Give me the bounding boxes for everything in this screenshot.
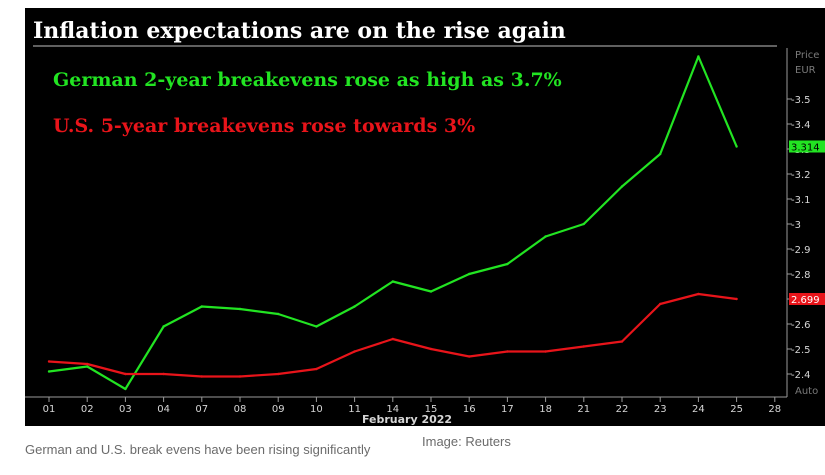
y-tick-label: -2.5 <box>791 345 811 356</box>
y-tick-label: -3.5 <box>791 95 811 106</box>
us-data-point <box>315 367 318 371</box>
x-tick-label: 03 <box>119 404 132 415</box>
chart-panel: Inflation expectations are on the rise a… <box>25 8 825 426</box>
series-layer <box>47 55 738 391</box>
chart-background <box>25 8 825 426</box>
german-data-point <box>124 387 127 391</box>
us-data-point <box>697 292 700 296</box>
german-data-point <box>86 365 89 368</box>
german-data-point <box>659 152 662 156</box>
y-tick-label: -2.6 <box>791 320 811 331</box>
last-value-labels: 3.314 2.699 <box>789 140 825 306</box>
us-data-point <box>659 302 662 306</box>
x-tick-label: 08 <box>234 404 247 415</box>
x-tick-label: 14 <box>386 404 399 415</box>
x-tick-label: 25 <box>730 404 743 415</box>
us-data-point <box>86 362 89 366</box>
us-last-value-box <box>789 293 825 305</box>
german-data-point <box>620 185 624 188</box>
x-tick-label: 07 <box>195 404 208 415</box>
x-tick-label: 16 <box>463 404 476 415</box>
german-annotation: German 2-year breakevens rose as high as… <box>53 69 562 91</box>
x-tick-label: 21 <box>577 404 590 415</box>
x-tick-label: 17 <box>501 404 514 415</box>
us-data-point <box>47 360 51 363</box>
us-last-value-label: 2.699 <box>791 295 820 306</box>
y-axis-price-label: Price <box>795 50 819 61</box>
german-data-point <box>391 280 394 283</box>
us-data-point <box>544 350 547 353</box>
german-data-point <box>47 370 51 373</box>
figure-caption: German and U.S. break evens have been ri… <box>25 442 371 457</box>
german-data-point <box>353 305 356 308</box>
x-tick-label: 28 <box>768 404 781 415</box>
us-data-point <box>620 340 624 343</box>
x-axis-title: February 2022 <box>362 413 452 426</box>
us-data-point <box>200 375 203 378</box>
x-tick-label: 18 <box>539 404 552 415</box>
x-tick-label: 11 <box>348 404 361 415</box>
x-tick-label: 10 <box>310 404 323 415</box>
y-axis-unit-label: EUR <box>795 65 816 76</box>
german-data-point <box>277 312 280 316</box>
y-tick-label: -3.4 <box>791 120 811 131</box>
x-tick-label: 15 <box>425 404 438 415</box>
y-tick-label: -3.2 <box>791 170 811 181</box>
us-data-point <box>277 372 280 376</box>
x-tick-label: 22 <box>616 404 629 415</box>
chart-title: Inflation expectations are on the rise a… <box>33 18 566 44</box>
german-data-point <box>200 305 203 308</box>
german-data-point <box>429 290 433 293</box>
y-tick-label: -2.4 <box>791 370 811 381</box>
chart-svg: Inflation expectations are on the rise a… <box>25 8 825 426</box>
german-data-point <box>506 262 509 266</box>
us-annotation: U.S. 5-year breakevens rose towards 3% <box>53 115 475 137</box>
x-tick-label: 09 <box>272 404 285 415</box>
german-data-point <box>697 55 700 58</box>
x-tick-label: 04 <box>157 404 170 415</box>
german-data-point <box>582 222 585 226</box>
us-data-point <box>353 350 356 353</box>
us-data-point <box>391 337 394 341</box>
x-tick-label: 02 <box>81 404 94 415</box>
y-tick-label: -3.1 <box>791 195 811 206</box>
x-tick-label: 24 <box>692 404 705 415</box>
image-credit: Image: Reuters <box>422 434 511 449</box>
german-last-value-box <box>789 140 825 153</box>
us-data-point <box>468 355 471 358</box>
x-tick-label: 23 <box>654 404 667 415</box>
german-data-point <box>735 145 738 148</box>
us-data-point <box>429 347 433 351</box>
x-tick-label: 01 <box>43 404 56 415</box>
german-data-point <box>544 235 547 238</box>
y-tick-label: -2.8 <box>791 270 811 281</box>
x-axis-ticks: 01 02 03 04 07 08 09 10 11 14 15 16 17 18 21 22 23 24 25 28 <box>43 397 781 415</box>
german-data-point <box>162 325 165 328</box>
us-data-point <box>162 372 165 376</box>
german-data-point <box>468 272 471 276</box>
german-data-point <box>315 325 318 328</box>
y-axis-auto-label: Auto <box>795 386 818 397</box>
us-data-point <box>582 345 585 348</box>
us-data-point <box>124 372 127 376</box>
us-data-point <box>735 297 738 301</box>
german-data-point <box>238 307 242 311</box>
german-last-value-label: 3.314 <box>791 143 820 154</box>
y-tick-label: -2.9 <box>791 245 811 256</box>
us-data-point <box>506 350 509 353</box>
y-tick-label: -3 <box>791 220 801 231</box>
us-data-point <box>238 375 242 378</box>
